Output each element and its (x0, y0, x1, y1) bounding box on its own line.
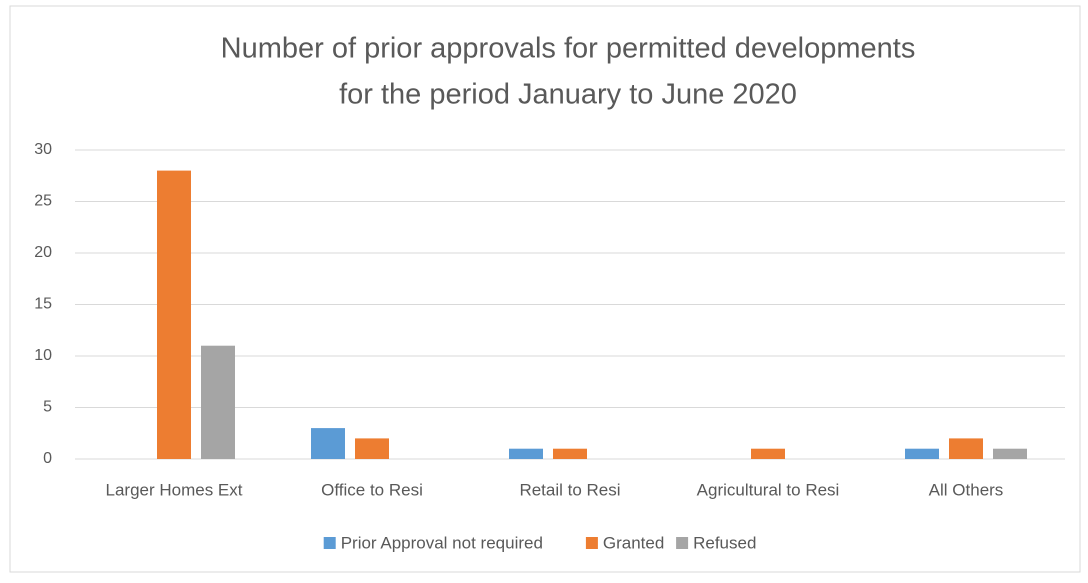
bar (949, 438, 983, 459)
bar (201, 345, 235, 459)
y-tick-label: 0 (43, 450, 52, 467)
legend-swatch (585, 537, 598, 549)
chart-title: for the period January to June 2020 (339, 79, 797, 111)
y-tick-label: 30 (34, 141, 52, 158)
bar (157, 170, 191, 459)
legend-label: Prior Approval not required (341, 533, 543, 552)
y-tick-label: 15 (34, 296, 52, 313)
chart-title: Number of prior approvals for permitted … (221, 33, 916, 65)
bar (993, 448, 1027, 459)
y-tick-label: 5 (43, 399, 52, 416)
bar (509, 448, 543, 459)
x-tick-label: Retail to Resi (519, 480, 620, 499)
x-tick-label: All Others (929, 480, 1004, 499)
bar (751, 448, 785, 459)
y-tick-label: 10 (34, 347, 52, 364)
bar (905, 448, 939, 459)
x-tick-label: Office to Resi (321, 480, 423, 499)
y-tick-label: 20 (34, 244, 52, 261)
bar (553, 448, 587, 459)
x-tick-label: Larger Homes Ext (106, 480, 243, 499)
legend-label: Refused (693, 533, 756, 552)
y-tick-label: 25 (34, 193, 52, 210)
bar (355, 438, 389, 459)
x-tick-label: Agricultural to Resi (697, 480, 840, 499)
legend-swatch (676, 537, 689, 549)
legend-swatch (323, 537, 336, 549)
legend-label: Granted (603, 533, 664, 552)
bar (311, 428, 345, 459)
